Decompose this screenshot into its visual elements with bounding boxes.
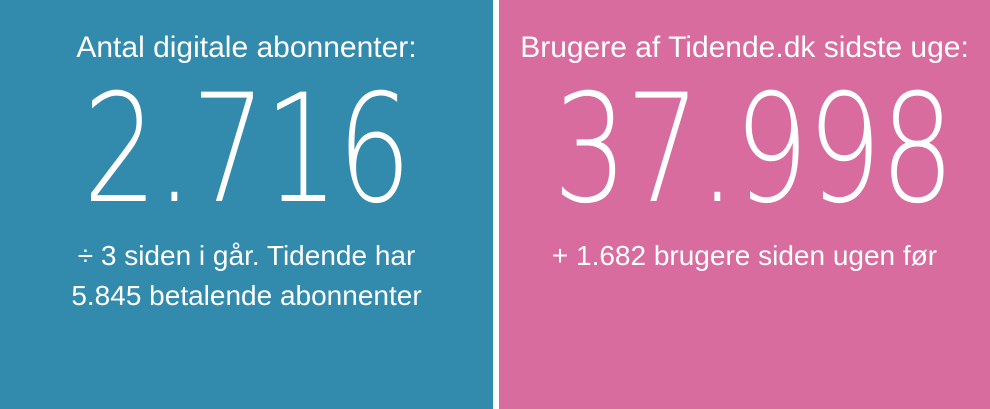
weekly-users-label: Brugere af Tidende.dk sidste uge: [520, 31, 969, 64]
weekly-users-value: 37.998 [553, 63, 955, 237]
digital-subscribers-value: 2.716 [82, 63, 412, 237]
digital-subscribers-change-line1: ÷ 3 siden i går. Tidende har [77, 240, 416, 271]
digital-subscribers-panel: Antal digitale abonnenter: 2.716 ÷ 3 sid… [0, 0, 493, 409]
digital-subscribers-label: Antal digitale abonnenter: [76, 31, 417, 64]
weekly-users-panel: Brugere af Tidende.dk sidste uge: 37.998… [499, 0, 990, 409]
weekly-users-change: + 1.682 brugere siden ugen før [551, 240, 938, 271]
paying-subscribers-line: 5.845 betalende abonnenter [71, 280, 422, 311]
digital-subscribers-change: ÷ 3 siden i går. Tidende har 5.845 betal… [0, 236, 493, 316]
